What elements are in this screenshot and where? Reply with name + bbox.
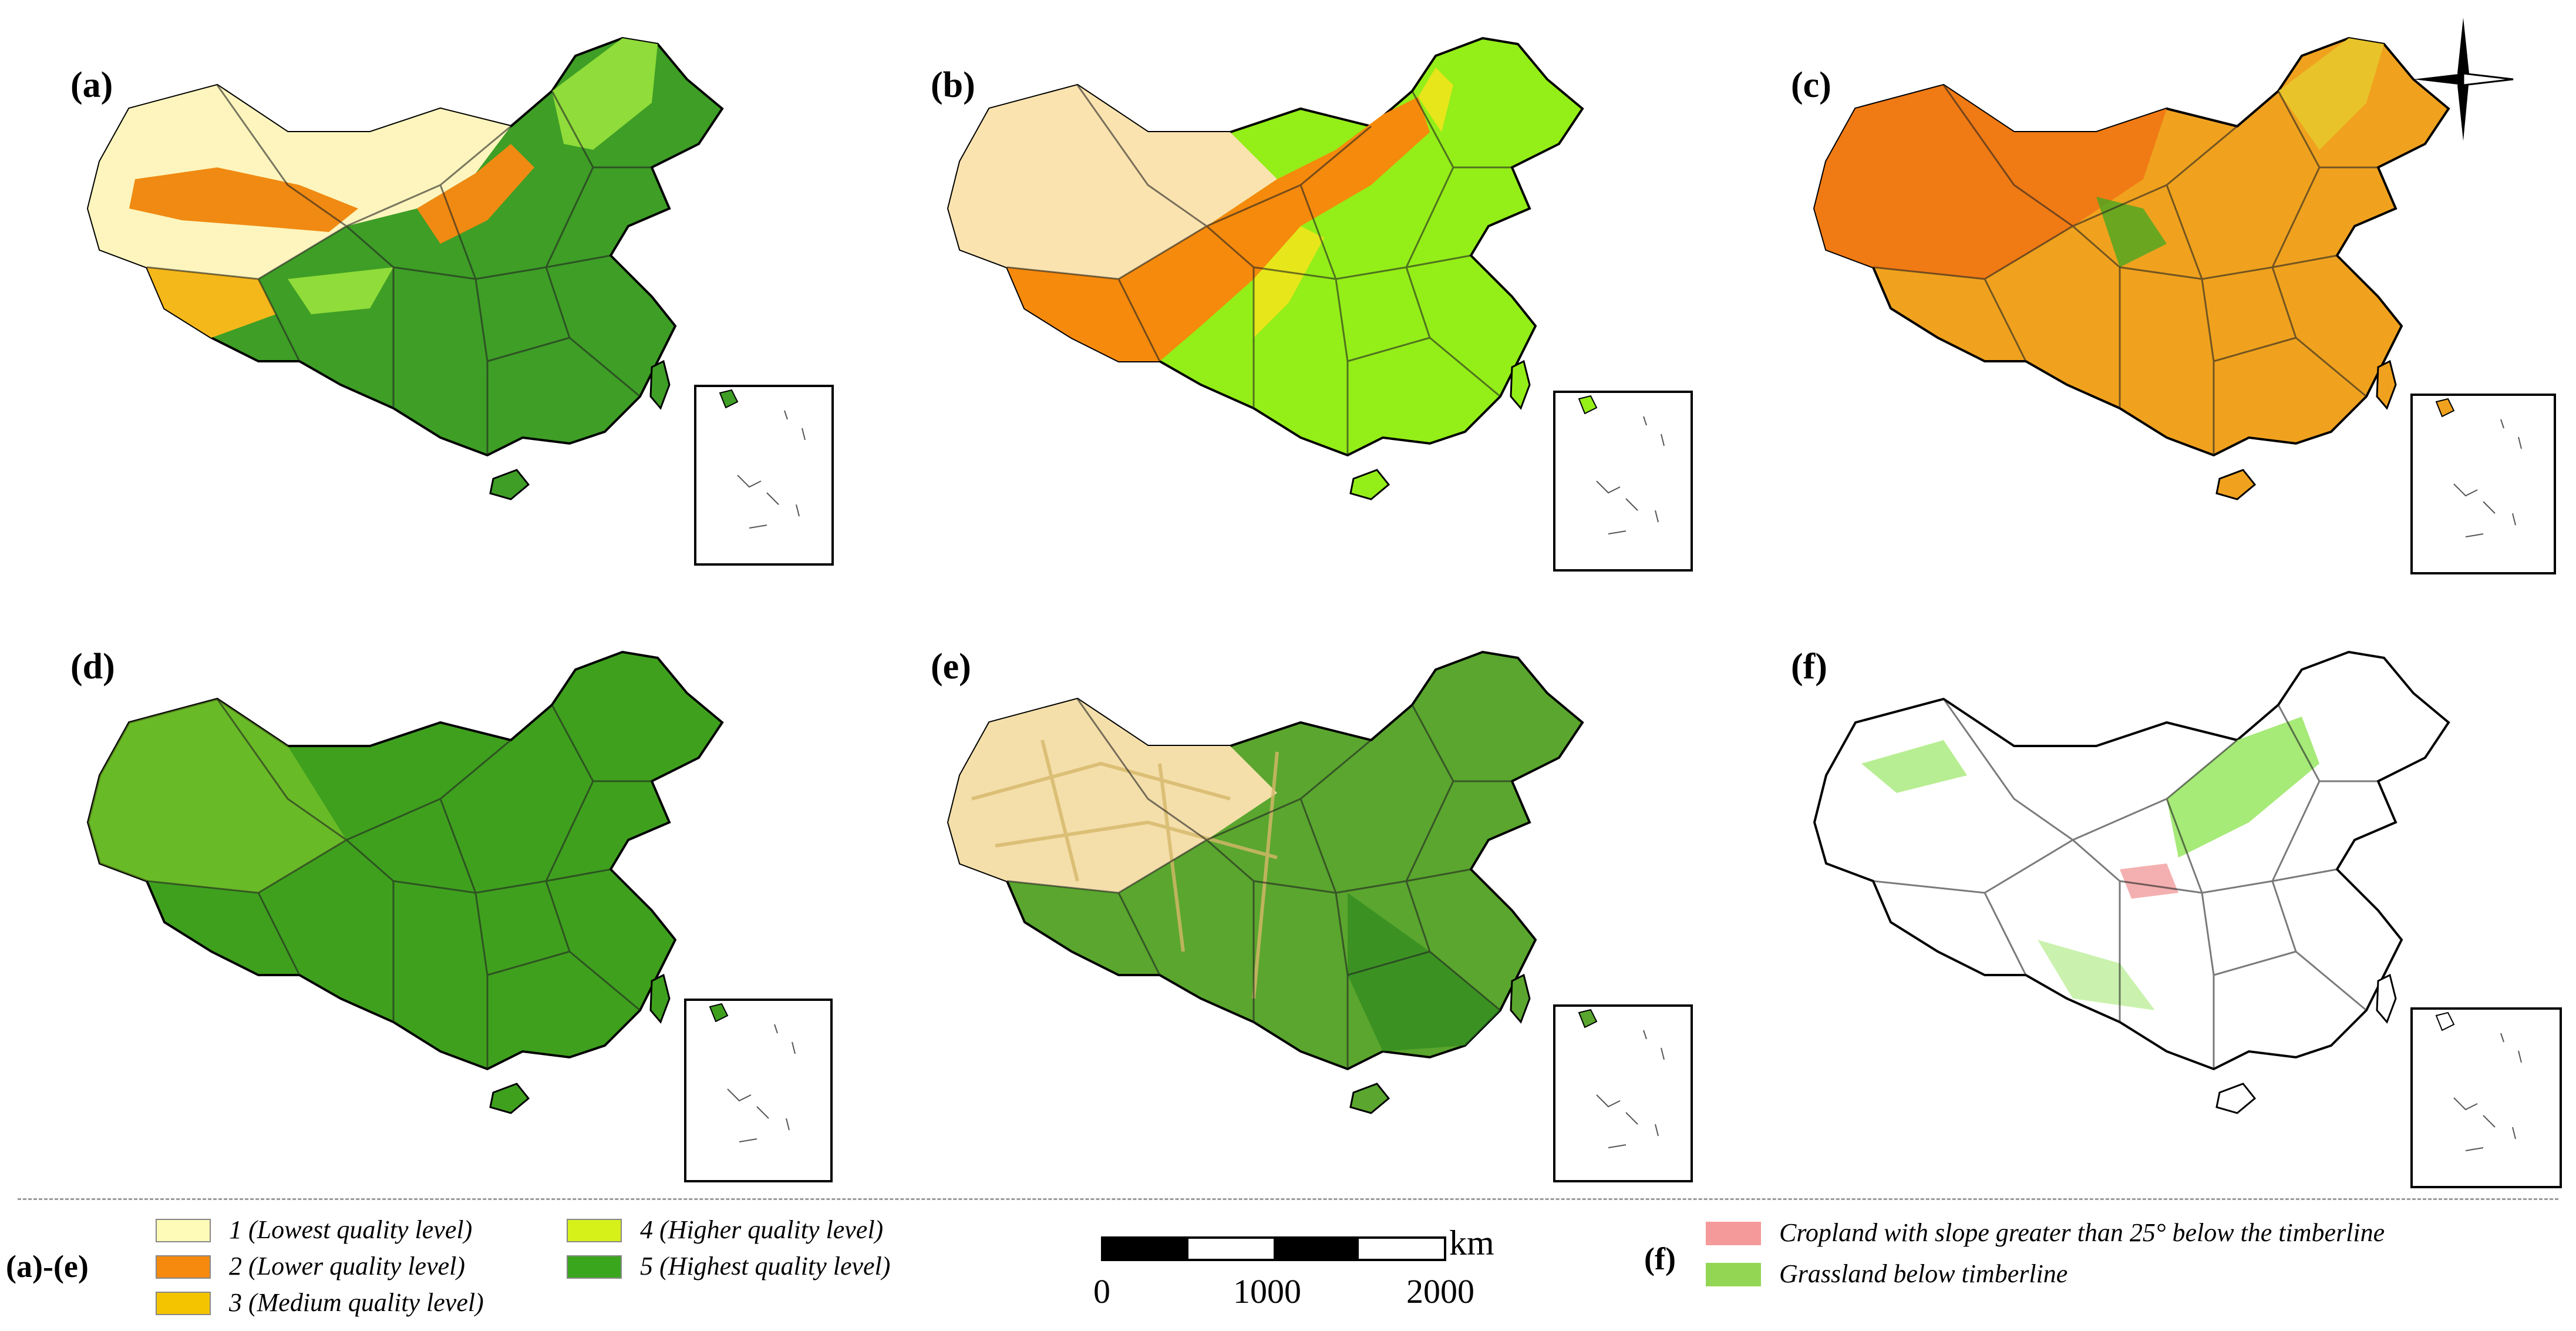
legend-ae-group-label: (a)-(e) bbox=[6, 1249, 89, 1284]
panel-a: (a) bbox=[65, 32, 887, 596]
south-china-sea-inset bbox=[2410, 1007, 2562, 1188]
map-panel-b bbox=[947, 37, 1584, 500]
legend-swatch-5 bbox=[567, 1255, 622, 1279]
inset-islands bbox=[719, 389, 806, 529]
legend-f-item-cropland: Cropland with slope greater than 25° bel… bbox=[1779, 1218, 2385, 1247]
south-china-sea-inset bbox=[1553, 1004, 1693, 1182]
scale-bar-seg-3 bbox=[1274, 1239, 1359, 1259]
panel-b: (b) bbox=[925, 32, 1747, 596]
scale-bar-seg-1 bbox=[1103, 1239, 1188, 1259]
south-china-sea-inset bbox=[684, 999, 833, 1182]
panel-c: (c) bbox=[1791, 32, 2576, 596]
legend-swatch-3 bbox=[156, 1292, 211, 1315]
panel-label-a: (a) bbox=[70, 65, 113, 105]
inset-islands bbox=[2435, 1011, 2522, 1151]
scale-tick-2000: 2000 bbox=[1406, 1272, 1474, 1310]
panel-label-f: (f) bbox=[1791, 647, 1827, 687]
panel-f: (f) bbox=[1791, 646, 2576, 1210]
inset-islands bbox=[1578, 395, 1665, 535]
legend-item-2: 2 (Lower quality level) bbox=[229, 1252, 466, 1280]
panel-label-c: (c) bbox=[1791, 65, 1831, 105]
scale-tick-1000: 1000 bbox=[1233, 1272, 1301, 1310]
north-arrow-icon bbox=[2413, 18, 2514, 141]
south-china-sea-inset bbox=[2410, 394, 2556, 574]
legend-f-item-grassland: Grassland below timberline bbox=[1779, 1259, 2068, 1288]
scale-tick-0: 0 bbox=[1093, 1272, 1110, 1310]
legend-item-5: 5 (Highest quality level) bbox=[640, 1252, 891, 1280]
legend-item-3: 3 (Medium quality level) bbox=[229, 1288, 484, 1317]
legend-f-swatch-grassland bbox=[1706, 1263, 1761, 1286]
legend-f-swatch-cropland bbox=[1706, 1222, 1761, 1245]
panel-label-e: (e) bbox=[931, 647, 971, 687]
scale-unit: km bbox=[1449, 1224, 1494, 1262]
south-china-sea-inset bbox=[694, 385, 834, 566]
scale-bar bbox=[1101, 1236, 1446, 1261]
map-panel-f bbox=[1813, 651, 2450, 1114]
map-panel-d bbox=[87, 651, 723, 1114]
map-panel-c bbox=[1813, 37, 2450, 500]
panel-label-b: (b) bbox=[931, 65, 975, 105]
panel-d: (d) bbox=[65, 646, 887, 1210]
map-panel-e bbox=[947, 651, 1584, 1114]
inset-islands bbox=[1578, 1009, 1665, 1148]
legend-divider bbox=[18, 1198, 2558, 1200]
south-china-sea-inset bbox=[1553, 391, 1693, 572]
legend-swatch-2 bbox=[156, 1255, 211, 1279]
legend-swatch-1 bbox=[156, 1219, 211, 1242]
legend-f-group-label: (f) bbox=[1644, 1241, 1676, 1276]
legend-item-1: 1 (Lowest quality level) bbox=[229, 1215, 473, 1244]
legend-swatch-4 bbox=[567, 1219, 622, 1242]
inset-islands bbox=[2435, 398, 2522, 537]
inset-islands bbox=[709, 1003, 796, 1142]
map-panel-a bbox=[87, 37, 723, 500]
panel-label-d: (d) bbox=[70, 647, 115, 687]
legend-item-4: 4 (Higher quality level) bbox=[640, 1215, 884, 1244]
panel-e: (e) bbox=[925, 646, 1747, 1210]
